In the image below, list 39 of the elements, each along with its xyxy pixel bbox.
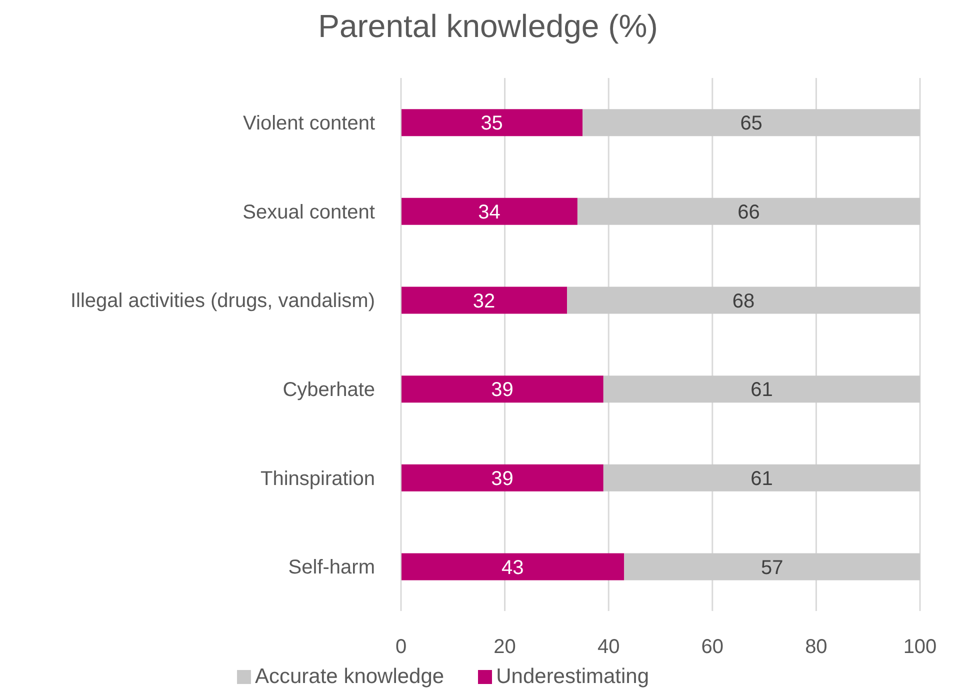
x-tick-label: 80 bbox=[805, 636, 828, 658]
data-label: 57 bbox=[760, 556, 784, 579]
legend-label: Underestimating bbox=[496, 665, 650, 688]
data-label: 34 bbox=[478, 202, 500, 224]
data-label: 66 bbox=[738, 202, 760, 224]
y-tick-label: Violent content bbox=[243, 112, 376, 135]
x-tick-label: 60 bbox=[701, 636, 724, 658]
bar bbox=[582, 109, 920, 136]
bar bbox=[603, 464, 920, 492]
y-tick-label: Cyberhate bbox=[282, 379, 375, 402]
data-label: 32 bbox=[472, 290, 496, 312]
bar bbox=[577, 198, 920, 225]
x-tick-label: 100 bbox=[903, 636, 937, 658]
y-tick-label: Self-harm bbox=[288, 556, 375, 579]
data-label: 35 bbox=[480, 112, 503, 135]
x-tick-label: 20 bbox=[494, 636, 516, 658]
data-label: 39 bbox=[491, 379, 514, 402]
bar bbox=[401, 109, 583, 136]
bar bbox=[401, 464, 604, 492]
bar bbox=[401, 286, 568, 314]
data-label: 61 bbox=[750, 468, 773, 490]
x-tick-label: 0 bbox=[395, 636, 407, 658]
data-label: 39 bbox=[491, 468, 514, 490]
bar bbox=[401, 198, 578, 225]
data-label: 43 bbox=[501, 556, 524, 579]
legend-label: Accurate knowledge bbox=[254, 665, 444, 688]
data-label: 65 bbox=[740, 112, 762, 135]
bar bbox=[567, 286, 920, 314]
y-tick-label: Thinspiration bbox=[260, 468, 375, 490]
bar bbox=[624, 553, 920, 580]
bar bbox=[401, 376, 604, 403]
y-tick-label: Illegal activities (drugs, vandalism) bbox=[70, 290, 375, 312]
bar bbox=[401, 553, 624, 580]
data-label: 68 bbox=[732, 290, 755, 312]
x-tick-label: 40 bbox=[597, 636, 620, 658]
data-label: 61 bbox=[750, 379, 773, 402]
bar bbox=[603, 376, 920, 403]
chart-title: Parental knowledge (%) bbox=[317, 8, 659, 45]
y-tick-label: Sexual content bbox=[242, 201, 376, 224]
